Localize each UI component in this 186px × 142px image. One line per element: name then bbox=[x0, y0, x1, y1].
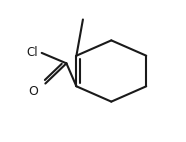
Text: Cl: Cl bbox=[26, 46, 38, 59]
Text: O: O bbox=[28, 85, 38, 98]
